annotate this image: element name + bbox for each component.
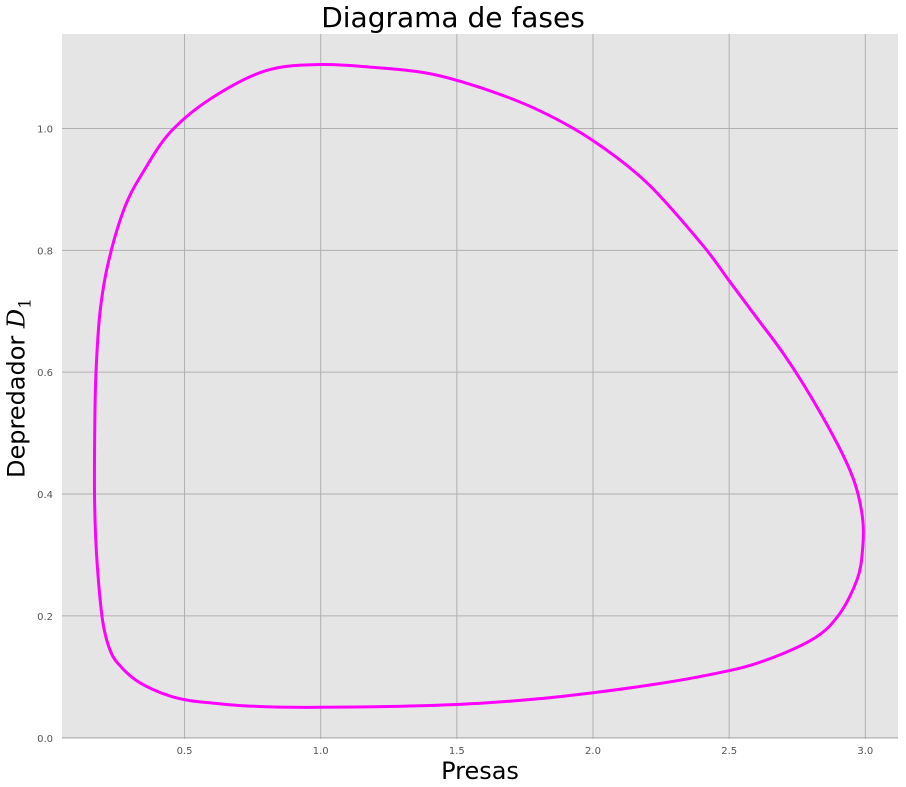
- x-tick-label: 1.5: [449, 746, 465, 757]
- phase-curve: [92, 62, 865, 709]
- y-tick-label: 1.0: [37, 124, 53, 135]
- y-tick-label: 0.0: [37, 734, 53, 745]
- grid-lines: [62, 34, 898, 739]
- y-tick-label: 0.2: [37, 612, 53, 623]
- y-tick-label: 0.6: [37, 368, 53, 379]
- x-axis-label: Presas: [441, 757, 519, 785]
- x-tick-label: 3.0: [857, 746, 873, 757]
- y-axis-label: Depredador D1: [3, 298, 36, 478]
- y-axis-label-subscript: 1: [15, 297, 36, 309]
- x-tick-label: 2.5: [721, 746, 737, 757]
- x-tick-label: 0.5: [177, 746, 193, 757]
- plot-area: [62, 34, 898, 739]
- y-tick-label: 0.8: [37, 246, 53, 257]
- chart-title: Diagrama de fases: [321, 1, 585, 34]
- x-tick-label: 1.0: [313, 746, 329, 757]
- x-tick-label: 2.0: [585, 746, 601, 757]
- y-axis-label-text: Depredador: [2, 335, 31, 479]
- axis-ticks: 0.5 1.0 1.5 2.0 2.5 3.0 0.0 0.2 0.4 0.6 0.8 1.0: [37, 124, 873, 757]
- y-tick-label: 0.4: [37, 490, 53, 501]
- y-axis-label-symbol: D: [2, 308, 31, 329]
